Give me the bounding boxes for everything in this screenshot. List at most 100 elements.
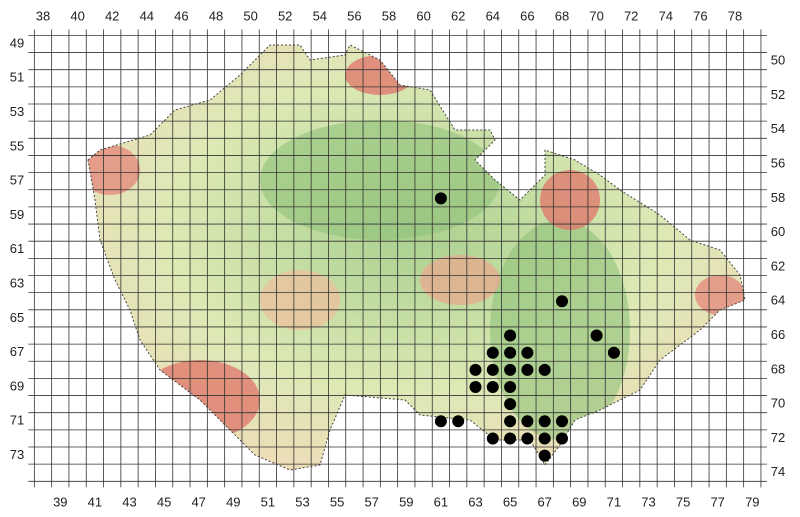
bottom-label: 63 — [468, 494, 482, 509]
bottom-label: 55 — [330, 494, 344, 509]
record-dot — [521, 363, 534, 376]
bottom-label: 43 — [122, 494, 136, 509]
left-label: 61 — [10, 241, 24, 256]
bottom-label: 69 — [572, 494, 586, 509]
left-label: 69 — [10, 378, 24, 393]
left-label: 67 — [10, 344, 24, 359]
record-dot — [504, 363, 517, 376]
bottom-label: 45 — [157, 494, 171, 509]
bottom-label: 47 — [191, 494, 205, 509]
top-label: 46 — [174, 8, 188, 23]
top-label: 78 — [728, 8, 742, 23]
right-label: 68 — [771, 361, 785, 376]
points — [434, 192, 620, 462]
record-dot — [486, 346, 499, 359]
record-dot — [521, 432, 534, 445]
bottom-label: 57 — [364, 494, 378, 509]
grid — [28, 29, 767, 488]
top-label: 76 — [693, 8, 707, 23]
bottom-label: 41 — [88, 494, 102, 509]
left-label: 63 — [10, 276, 24, 291]
left-label: 71 — [10, 413, 24, 428]
right-label: 72 — [771, 430, 785, 445]
top-label: 40 — [70, 8, 84, 23]
top-label: 68 — [555, 8, 569, 23]
left-label: 51 — [10, 70, 24, 85]
left-label: 57 — [10, 173, 24, 188]
top-label: 38 — [36, 8, 50, 23]
record-dot — [521, 346, 534, 359]
right-label: 66 — [771, 327, 785, 342]
bottom-label: 77 — [710, 494, 724, 509]
record-dot — [538, 415, 551, 428]
record-dot — [504, 432, 517, 445]
top-label: 48 — [209, 8, 223, 23]
left-label: 49 — [10, 35, 24, 50]
left-label: 65 — [10, 310, 24, 325]
left-label: 53 — [10, 104, 24, 119]
record-dot — [486, 432, 499, 445]
bottom-label: 49 — [226, 494, 240, 509]
top-label: 60 — [416, 8, 430, 23]
record-dot — [556, 295, 568, 308]
bottom-label: 59 — [399, 494, 413, 509]
top-label: 70 — [589, 8, 603, 23]
labels: 38 40 42 44 46 48 50 52 54 56 58 60 62 64 66 68 70 72 74 76… — [10, 8, 785, 509]
left-label: 55 — [10, 138, 24, 153]
record-dot — [521, 415, 534, 428]
bottom-label: 73 — [641, 494, 655, 509]
right-label: 58 — [771, 190, 785, 205]
top-label: 74 — [659, 8, 673, 23]
record-dot — [469, 363, 482, 376]
record-dot — [538, 363, 551, 376]
top-label: 54 — [313, 8, 327, 23]
record-dot — [434, 192, 447, 205]
record-dot — [504, 346, 517, 359]
record-dot — [538, 449, 551, 462]
right-label: 74 — [771, 464, 785, 479]
top-label: 50 — [243, 8, 257, 23]
record-dot — [486, 363, 499, 376]
top-label: 42 — [105, 8, 119, 23]
top-label: 56 — [347, 8, 361, 23]
record-dot — [504, 398, 517, 411]
left-label: 59 — [10, 207, 24, 222]
record-dot — [469, 381, 482, 393]
bottom-label: 65 — [503, 494, 517, 509]
bottom-label: 39 — [53, 494, 67, 509]
right-label: 64 — [771, 293, 785, 308]
left-label: 73 — [10, 447, 24, 462]
bottom-label: 53 — [295, 494, 309, 509]
record-dot — [556, 415, 568, 428]
bottom-label: 67 — [537, 494, 551, 509]
record-dot — [607, 346, 620, 359]
right-label: 50 — [771, 53, 785, 68]
top-label: 62 — [451, 8, 465, 23]
right-label: 54 — [771, 121, 785, 136]
top-label: 44 — [140, 8, 154, 23]
right-label: 70 — [771, 396, 785, 411]
top-label: 72 — [624, 8, 638, 23]
record-dot — [590, 329, 603, 342]
record-dot — [434, 415, 447, 428]
bottom-label: 75 — [676, 494, 690, 509]
bottom-label: 71 — [607, 494, 621, 509]
top-label: 52 — [278, 8, 292, 23]
bottom-label: 61 — [434, 494, 448, 509]
record-dot — [538, 432, 551, 445]
bottom-label: 51 — [261, 494, 275, 509]
right-label: 62 — [771, 258, 785, 273]
right-label: 56 — [771, 155, 785, 170]
record-dot — [504, 329, 517, 342]
right-label: 52 — [771, 87, 785, 102]
top-label: 64 — [486, 8, 500, 23]
record-dot — [556, 432, 568, 445]
record-dot — [504, 415, 517, 428]
record-dot — [452, 415, 465, 428]
right-label: 60 — [771, 224, 785, 239]
bottom-label: 79 — [745, 494, 759, 509]
top-label: 66 — [520, 8, 534, 23]
record-dot — [486, 381, 499, 393]
top-label: 58 — [382, 8, 396, 23]
